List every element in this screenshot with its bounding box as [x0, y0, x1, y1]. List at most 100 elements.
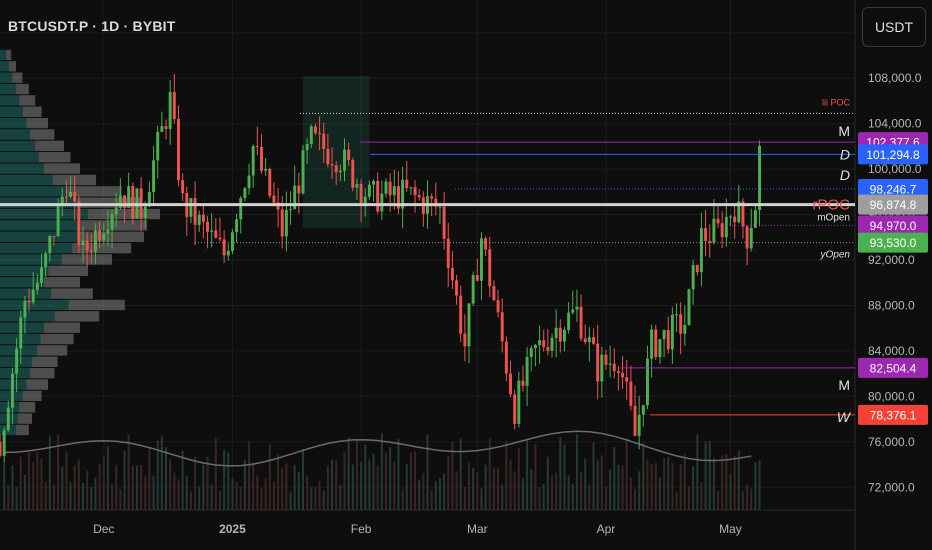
- candle-body: [359, 183, 363, 204]
- volume-profile-bar-buy: [0, 152, 39, 163]
- volume-bar: [40, 458, 43, 510]
- volume-bar: [675, 491, 678, 510]
- candle-body: [309, 126, 313, 144]
- volume-profile-bar-sell: [6, 49, 12, 61]
- volume-bar: [571, 484, 574, 510]
- volume-bar: [318, 480, 321, 510]
- volume-bar: [65, 451, 68, 510]
- volume-bar: [82, 482, 85, 510]
- candle-body: [69, 192, 73, 197]
- volume-bar: [704, 441, 707, 510]
- y-tick-label: 76,000.0: [868, 435, 915, 449]
- candle-body: [658, 339, 662, 358]
- candle-body: [683, 324, 687, 334]
- candle-body: [434, 198, 438, 207]
- candle-body: [471, 275, 475, 304]
- candle-body: [737, 201, 741, 223]
- candle-body: [662, 330, 666, 340]
- volume-bar: [451, 442, 454, 510]
- volume-bar: [351, 464, 354, 510]
- candle-body: [168, 92, 172, 129]
- candle-body: [629, 381, 633, 406]
- candle-body: [525, 356, 529, 386]
- price-tag-text: 101,294.8: [866, 148, 920, 162]
- y-tick-label: 88,000.0: [868, 298, 915, 312]
- candle-body: [438, 206, 442, 208]
- volume-bar: [517, 448, 520, 510]
- candle-body: [98, 230, 102, 241]
- volume-bar: [239, 487, 242, 510]
- candle-body: [338, 170, 342, 173]
- candle-body: [289, 209, 293, 211]
- volume-bar: [322, 490, 325, 510]
- volume-bar: [687, 486, 690, 510]
- candle-body: [293, 185, 297, 210]
- volume-profile-bar-sell: [77, 197, 141, 208]
- currency-button[interactable]: USDT: [862, 7, 926, 47]
- candle-body: [675, 314, 679, 316]
- candle-body: [27, 300, 31, 303]
- candle-body: [160, 126, 164, 132]
- volume-bar: [360, 462, 363, 510]
- volume-profile-bar-buy: [0, 277, 44, 288]
- volume-bar: [3, 462, 6, 510]
- volume-bar: [397, 439, 400, 510]
- volume-bar: [604, 486, 607, 510]
- candle-body: [567, 312, 571, 330]
- volume-profile-bar-sell: [54, 311, 100, 322]
- candle-body: [475, 275, 479, 281]
- volume-bar: [248, 441, 251, 510]
- candle-body: [268, 168, 272, 196]
- volume-bar: [580, 471, 583, 510]
- volume-bar: [758, 460, 761, 510]
- volume-profile-bar-buy: [0, 140, 36, 152]
- y-tick-label: 100,000.0: [868, 162, 922, 176]
- volume-bar: [430, 489, 433, 510]
- candle-body: [708, 240, 712, 243]
- price-tag-text: 96,874.8: [870, 198, 917, 212]
- volume-bar: [86, 470, 89, 510]
- price-tag-bg: [858, 232, 928, 253]
- volume-bar: [376, 465, 379, 510]
- candle-body: [749, 227, 753, 249]
- volume-bar: [712, 457, 715, 510]
- candle-body: [496, 300, 500, 313]
- volume-bar: [447, 456, 450, 510]
- volume-bar: [384, 452, 387, 510]
- volume-bar: [634, 488, 637, 510]
- volume-bar: [434, 480, 437, 510]
- volume-bar: [729, 474, 732, 510]
- candle-body: [118, 195, 122, 208]
- candle-body: [542, 340, 546, 347]
- candle-body: [172, 92, 176, 120]
- candle-body: [733, 216, 737, 223]
- candle-body: [235, 219, 239, 233]
- volume-bar: [202, 464, 205, 510]
- candle-body: [625, 377, 629, 382]
- candle-body: [48, 236, 52, 254]
- candle-body: [330, 164, 334, 166]
- volume-bar: [368, 459, 371, 510]
- volume-bar: [663, 457, 666, 510]
- price-tag: 98,246.7: [858, 179, 928, 200]
- candle-body: [538, 340, 542, 345]
- candle-body: [102, 233, 106, 241]
- volume-bar: [488, 437, 491, 510]
- candle-body: [210, 230, 214, 232]
- candle-body: [430, 196, 434, 199]
- y-tick-label: 80,000.0: [868, 389, 915, 403]
- volume-profile-bar-sell: [15, 424, 29, 436]
- candle-body: [558, 327, 562, 342]
- volume-bar: [418, 479, 421, 510]
- candle-body: [612, 363, 616, 372]
- candle-body: [596, 343, 600, 382]
- volume-bar: [389, 446, 392, 510]
- volume-bar: [326, 465, 329, 510]
- volume-bar: [127, 434, 130, 510]
- volume-bar: [455, 471, 458, 510]
- candle-body: [401, 179, 405, 209]
- candle-body: [89, 250, 93, 252]
- candle-body: [243, 188, 247, 199]
- candle-body: [646, 358, 649, 406]
